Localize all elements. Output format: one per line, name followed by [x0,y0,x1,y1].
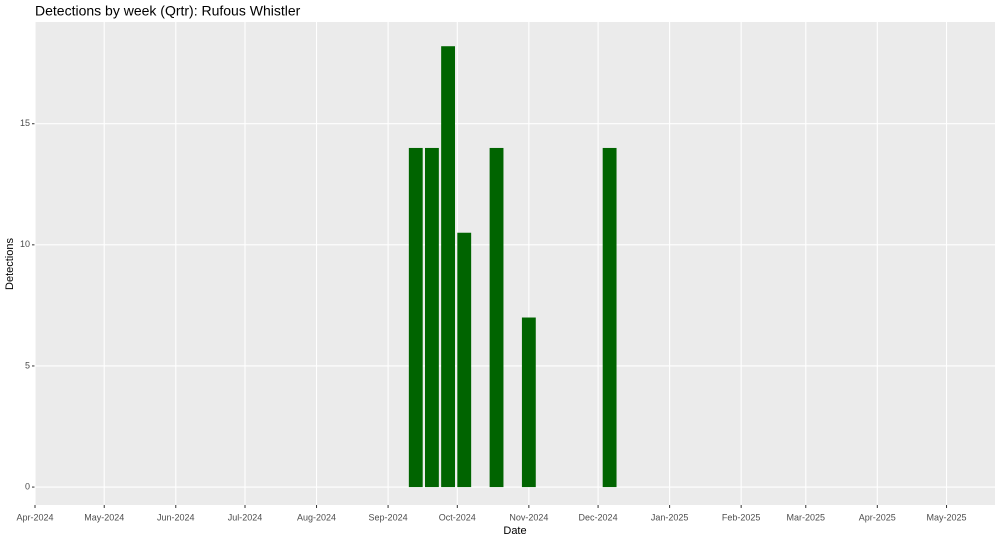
x-tick-label: Sep-2024 [369,512,408,522]
y-axis-label: Detections [4,238,16,290]
x-tick-label: May-2024 [84,512,124,522]
bar [521,317,536,488]
x-tick-label: May-2025 [927,512,967,522]
x-tick-label: Jan-2025 [651,512,689,522]
bar [441,46,455,488]
x-axis-label: Date [503,525,526,537]
chart-title: Detections by week (Qrtr): Rufous Whistl… [35,3,301,19]
bar [457,232,472,488]
bar [425,147,439,488]
x-tick-label: Apr-2025 [859,512,896,522]
y-tick-label: 5 [25,360,30,370]
x-tick-label: Dec-2024 [579,512,618,522]
y-tick-label: 15 [20,118,30,128]
x-tick-label: Apr-2024 [16,512,53,522]
y-tick-label: 10 [20,239,30,249]
x-tick-label: Nov-2024 [509,512,548,522]
bar [489,147,504,488]
panel [35,22,995,505]
bar [602,147,617,488]
x-tick-label: Mar-2025 [787,512,826,522]
x-tick-label: Jul-2024 [228,512,263,522]
x-tick-label: Oct-2024 [439,512,476,522]
bar [408,147,423,488]
x-tick-label: Feb-2025 [722,512,761,522]
y-tick-label: 0 [25,481,30,491]
x-tick-label: Aug-2024 [297,512,336,522]
x-tick-label: Jun-2024 [157,512,195,522]
